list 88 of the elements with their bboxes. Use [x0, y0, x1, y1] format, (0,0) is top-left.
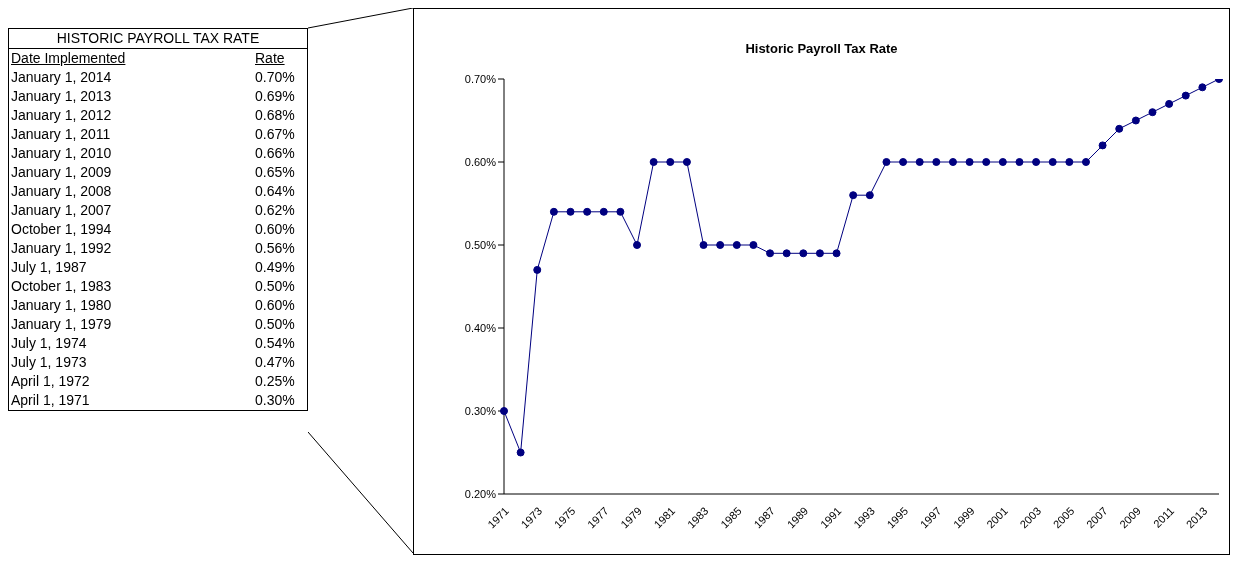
text: January 1, 2010 [10, 144, 113, 163]
point [633, 241, 642, 249]
point [1165, 99, 1174, 108]
point [649, 158, 658, 166]
text: 0.54% [254, 334, 296, 353]
point [1032, 158, 1041, 166]
y-tick-label: 0.50% [464, 238, 497, 251]
point [1181, 91, 1190, 100]
text: July 1, 1974 [10, 334, 88, 353]
text: January 1, 2008 [10, 182, 113, 201]
point [1015, 158, 1024, 166]
point [599, 207, 608, 216]
text: April 1, 1971 [10, 391, 91, 410]
text: 0.60% [254, 220, 296, 239]
point [815, 249, 824, 258]
text: January 1, 1979 [10, 315, 113, 334]
point [1098, 141, 1107, 150]
point [666, 158, 675, 166]
text: 0.25% [254, 372, 296, 391]
y-tick-label: 0.60% [464, 155, 497, 168]
text: January 1, 2011 [10, 125, 112, 144]
text: 0.70% [254, 68, 296, 87]
text: October 1, 1994 [10, 220, 113, 239]
point [1131, 116, 1140, 125]
text: January 1, 2013 [10, 87, 113, 106]
point [1048, 158, 1057, 166]
point [1065, 158, 1074, 166]
point [549, 207, 558, 216]
point [732, 241, 741, 249]
point [533, 265, 542, 274]
point [832, 249, 841, 258]
point [865, 191, 874, 200]
text: 0.64% [254, 182, 296, 201]
text: 0.68% [254, 106, 296, 125]
text: 0.47% [254, 353, 296, 372]
text: 0.62% [254, 201, 296, 220]
text: 0.50% [254, 315, 296, 334]
y-tick-label: 0.40% [464, 321, 497, 334]
text: 0.50% [254, 277, 296, 296]
text: 0.65% [254, 163, 296, 182]
point [682, 158, 691, 166]
point [849, 191, 858, 200]
point [1081, 158, 1090, 166]
y-tick-label: 0.70% [464, 72, 497, 85]
y-tick-label: 0.20% [464, 487, 497, 500]
point [915, 158, 924, 166]
point [932, 158, 941, 166]
text: January 1, 2009 [10, 163, 113, 182]
text: January 1, 1992 [10, 239, 113, 258]
point [616, 207, 625, 216]
point [799, 249, 808, 258]
text: April 1, 1972 [10, 372, 91, 391]
text: 0.56% [254, 239, 296, 258]
point [566, 207, 575, 216]
text: 0.67% [254, 125, 296, 144]
point [1115, 124, 1124, 133]
text: October 1, 1983 [10, 277, 113, 296]
text: January 1, 2012 [10, 106, 113, 125]
point [699, 241, 708, 249]
chart-title: Historic Payroll Tax Rate [744, 41, 899, 56]
point [965, 158, 974, 166]
point [1148, 108, 1157, 117]
text: July 1, 1987 [10, 258, 88, 277]
point [998, 158, 1007, 166]
point [766, 249, 775, 258]
text: January 1, 2014 [10, 68, 113, 87]
point [749, 241, 758, 249]
text: January 1, 1980 [10, 296, 113, 315]
point [716, 241, 725, 249]
text: HISTORIC PAYROLL TAX RATE [8, 28, 308, 49]
text: 0.49% [254, 258, 296, 277]
point [583, 207, 592, 216]
point [882, 158, 891, 166]
text: 0.66% [254, 144, 296, 163]
point [782, 249, 791, 258]
point [982, 158, 991, 166]
text: 0.60% [254, 296, 296, 315]
y-tick-label: 0.30% [464, 404, 497, 417]
point [516, 448, 525, 457]
text: 0.69% [254, 87, 296, 106]
point [899, 158, 908, 166]
text: January 1, 2007 [10, 201, 113, 220]
point [948, 158, 957, 166]
text: 0.30% [254, 391, 296, 410]
text: July 1, 1973 [10, 353, 88, 372]
point [1198, 83, 1207, 92]
text: Date Implemented [10, 49, 127, 68]
text: Rate [254, 49, 286, 68]
